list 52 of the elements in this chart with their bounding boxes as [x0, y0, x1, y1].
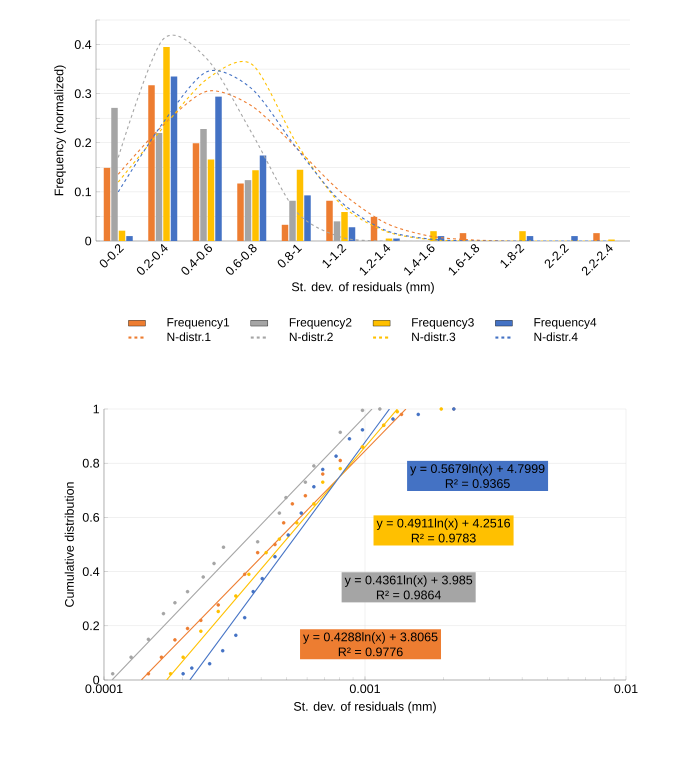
y-tick-label: 0.4: [74, 40, 92, 49]
y-axis-title: Cumulative distribution: [64, 482, 74, 607]
bar: [237, 184, 244, 241]
bar: [200, 129, 207, 241]
y-axis-title: Frequency (normalized): [54, 66, 66, 196]
bar: [304, 195, 311, 241]
y-tick-label: 0.2: [82, 621, 100, 630]
y-tick-label: 0.6: [82, 512, 100, 522]
bar: [593, 233, 600, 241]
bar: [215, 96, 222, 241]
bar: [252, 170, 259, 241]
legend-label: N-distr.3: [412, 332, 456, 342]
legend-label: N-distr.2: [290, 332, 333, 342]
annotation: R² = 0.9864: [376, 590, 441, 600]
bar: [260, 156, 266, 241]
bar: [296, 170, 304, 241]
y-tick-label: 0.2: [74, 138, 92, 148]
bar: [126, 236, 133, 241]
annotation: y = 0.4911ln(x) + 4.2516: [376, 518, 510, 530]
bar: [104, 168, 110, 241]
y-tick-label: 0: [85, 236, 92, 246]
bar: [208, 159, 214, 241]
x-axis-title: St. dev. of residuals (mm): [292, 282, 434, 294]
bar: [118, 230, 126, 241]
legend-label: N-distr.1: [168, 332, 210, 342]
bar: [156, 132, 162, 241]
legend-label: Frequency3: [412, 318, 474, 329]
annotation: y = 0.4288ln(x) + 3.8065: [303, 632, 438, 644]
y-tick-label: 0.4: [82, 567, 100, 576]
annotation: R² = 0.9365: [446, 479, 510, 488]
bar: [348, 227, 356, 241]
x-tick-label: 0.001: [350, 684, 380, 694]
legend-label: Frequency4: [534, 318, 596, 329]
bar: [192, 143, 200, 241]
y-tick-label: 0.8: [82, 458, 100, 468]
y-tick-label: 0: [93, 676, 100, 684]
legend-label: Frequency1: [168, 318, 230, 329]
legend-label: Frequency2: [290, 318, 352, 329]
y-tick-label: 0.1: [74, 187, 92, 196]
x-axis-title: St. dev. of residuals (mm): [294, 702, 436, 714]
x-tick-label: 0.0001: [85, 684, 122, 694]
legend-label: N-distr.4: [534, 332, 578, 342]
annotation: y = 0.5679ln(x) + 4.7999: [410, 464, 544, 476]
annotation: y = 0.4361ln(x) + 3.985: [344, 575, 472, 587]
x-tick-label: 0.01: [614, 684, 638, 694]
bar: [244, 180, 252, 241]
annotation: R² = 0.9776: [338, 647, 403, 656]
y-tick-label: 0.3: [74, 89, 92, 98]
annotation: R² = 0.9783: [412, 534, 476, 542]
bar: [282, 224, 288, 241]
bar: [326, 200, 333, 241]
y-tick-label: 1: [94, 404, 100, 414]
